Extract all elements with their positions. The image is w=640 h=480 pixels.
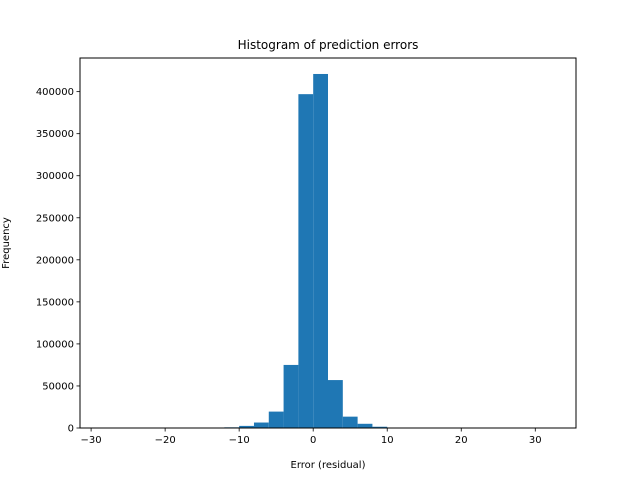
histogram-bar: [268, 411, 284, 428]
histogram-bar: [253, 422, 269, 428]
histogram-bar: [313, 73, 328, 429]
histogram-bar: [372, 426, 388, 428]
y-tick-label: 350000: [36, 129, 74, 140]
plot-frame: [79, 57, 577, 429]
x-axis-label: Error (residual): [291, 460, 366, 471]
y-ticks-group: 0 50000 100000 150000 200000 250000 300000 3500…: [36, 87, 80, 435]
x-ticks-group: −30 −20 −10 0 10 20 30: [81, 428, 542, 446]
y-axis-label: Frequency: [1, 217, 12, 269]
bars-group: [224, 73, 403, 429]
x-tick-label: −30: [81, 435, 102, 446]
y-tick-label: 150000: [36, 297, 74, 308]
histogram-bar: [357, 423, 373, 428]
x-tick-label: −20: [155, 435, 176, 446]
x-tick-label: −10: [229, 435, 250, 446]
y-tick-label: 50000: [42, 381, 74, 392]
y-tick-label: 400000: [36, 87, 74, 98]
y-tick-label: 250000: [36, 213, 74, 224]
x-tick-label: 0: [310, 435, 316, 446]
x-tick-label: 20: [455, 435, 468, 446]
chart-title: Histogram of prediction errors: [238, 38, 419, 52]
histogram-bar: [342, 416, 358, 428]
histogram-bar: [239, 425, 254, 428]
histogram-bar: [328, 380, 343, 428]
y-tick-label: 200000: [36, 255, 74, 266]
histogram-bar: [283, 364, 299, 428]
x-tick-label: 30: [529, 435, 542, 446]
y-tick-label: 100000: [36, 339, 74, 350]
x-tick-label: 10: [381, 435, 394, 446]
histogram-bar: [298, 94, 314, 428]
y-tick-label: 300000: [36, 171, 74, 182]
y-tick-label: 0: [68, 424, 74, 435]
